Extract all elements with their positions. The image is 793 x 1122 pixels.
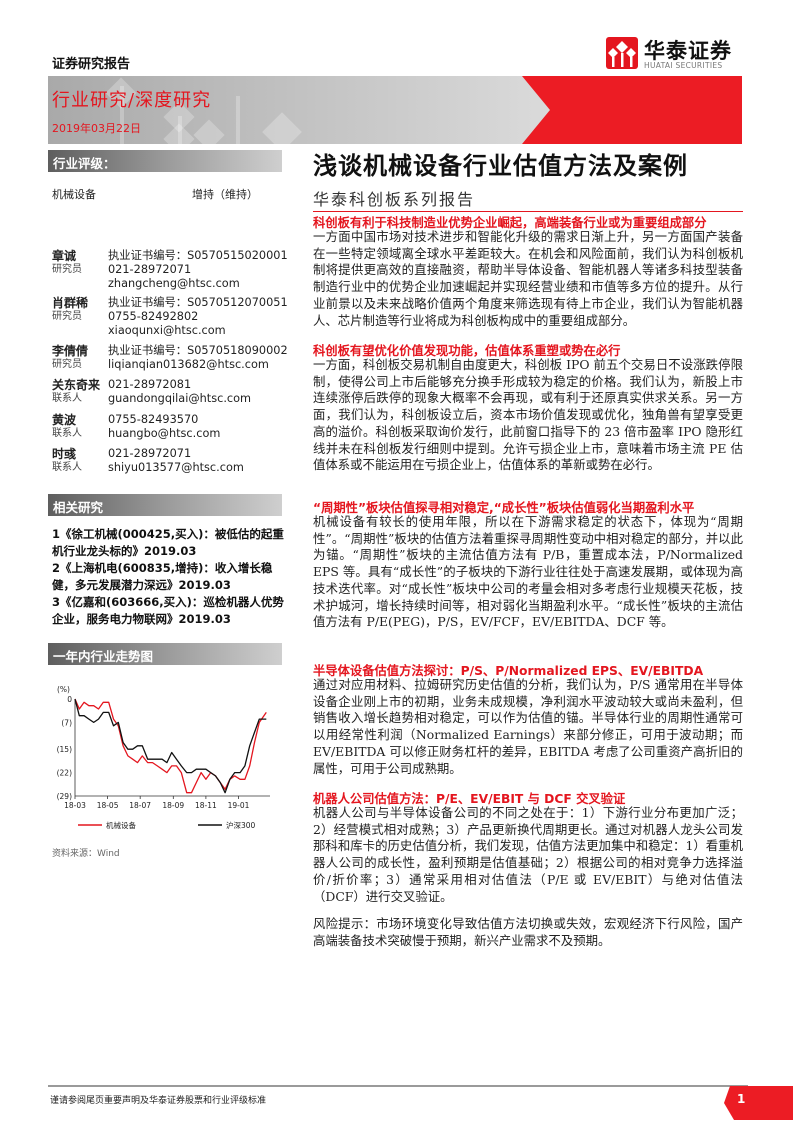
huatai-logo: 华泰证券 HUATAI SECURITIES <box>606 37 746 73</box>
analyst-license: 执业证书编号：S0570518090002 <box>108 344 288 357</box>
y-tick-label: (22) <box>57 769 72 778</box>
contact-phone: 0755-82493570 <box>108 413 199 426</box>
title-rule <box>313 211 743 212</box>
section-heading: 科创板有望优化价值发现功能，估值体系重塑或势在必行 <box>313 344 621 358</box>
rating-row: 机械设备 增持（维持） <box>52 186 280 202</box>
logo-mark-icon <box>606 37 638 69</box>
contact-card: 黄波 联系人 0755-82493570 huangbo@htsc.com <box>52 413 292 443</box>
section-body: 一方面中国市场对技术进步和智能化升级的需求日渐上升，另一方面国产装备在一些特定领… <box>313 229 743 328</box>
section-heading: “周期性”板块估值探寻相对稳定,“成长性”板块估值弱化当期盈利水平 <box>313 501 695 515</box>
contact-name: 时彧 <box>52 447 77 461</box>
y-tick-label: (7) <box>61 718 72 727</box>
contact-role: 联系人 <box>52 393 82 404</box>
industry-trend-chart: (%)0 (7) (15) (22) (29)18-03 18-05 18-07 18-09 1… <box>57 685 270 830</box>
analyst-role: 研究员 <box>52 359 82 370</box>
section-heading: 机器人公司估值方法：P/E、EV/EBIT 与 DCF 交叉验证 <box>313 792 626 806</box>
y-axis-unit: (%) <box>57 685 70 694</box>
analyst-card: 章诚 研究员 执业证书编号：S0570515020001 021-28972071… <box>52 249 292 293</box>
industry-name: 机械设备 <box>52 188 96 201</box>
footer-disclaimer[interactable]: 谨请参阅尾页重要声明及华泰证券股票和行业评级标准 <box>50 1096 267 1106</box>
analyst-name: 章诚 <box>52 249 77 263</box>
logo-text-cn: 华泰证券 <box>644 39 732 63</box>
x-tick-label: 18-05 <box>97 801 119 810</box>
y-tick-label: 0 <box>67 695 72 704</box>
report-date: 2019年03月22日 <box>52 122 141 135</box>
related-research-item[interactable]: 2《上海机电(600835,增持)：收入增长稳健，多元发展潜力深远》2019.0… <box>52 561 273 592</box>
report-subtitle: 华泰科创板系列报告 <box>313 190 476 209</box>
section-body: 通过对应用材料、拉姆研究历史估值的分析，我们认为，P/S 通常用在半导体设备企业… <box>313 677 743 776</box>
contact-card: 时彧 联系人 021-28972071 shiyu013577@htsc.com <box>52 447 292 477</box>
banner-red-arrow <box>522 76 742 144</box>
report-title: 浅谈机械设备行业估值方法及案例 <box>313 151 688 180</box>
section-body: 机器人公司与半导体设备公司的不同之处在于：1）下游行业分布更加广泛；2）经营模式… <box>313 805 743 904</box>
x-tick-label: 18-03 <box>64 801 86 810</box>
analyst-license: 执业证书编号：S0570515020001 <box>108 249 288 262</box>
contact-email[interactable]: huangbo@htsc.com <box>108 427 221 440</box>
industry-rating: 增持（维持） <box>192 188 258 201</box>
analyst-role: 研究员 <box>52 264 82 275</box>
contact-role: 联系人 <box>52 428 82 439</box>
analyst-card: 肖群稀 研究员 执业证书编号：S0570512070051 0755-824928… <box>52 296 292 340</box>
report-category: 行业研究/深度研究 <box>52 90 212 111</box>
x-tick-label: 18-09 <box>162 801 184 810</box>
x-tick-label: 19-01 <box>228 801 250 810</box>
x-tick-label: 18-07 <box>129 801 151 810</box>
risk-warning: 风险提示：市场环境变化导致估值方法切换或失效，宏观经济下行风险，国产高端装备技术… <box>313 916 743 948</box>
legend-label: 沪深300 <box>226 820 256 830</box>
analyst-email[interactable]: liqianqian013682@htsc.com <box>108 358 269 371</box>
series-line-machinery <box>74 698 267 794</box>
y-tick-label: (29) <box>57 792 72 801</box>
rating-section-header: 行业评级： <box>48 150 282 172</box>
contact-email[interactable]: shiyu013577@htsc.com <box>108 461 244 474</box>
series-line-hs300 <box>74 698 267 794</box>
related-research-list: 1《徐工机械(000425,买入)：被低估的起重机行业龙头标的》2019.03 … <box>52 526 284 628</box>
analyst-name: 肖群稀 <box>52 296 89 310</box>
related-research-item[interactable]: 1《徐工机械(000425,买入)：被低估的起重机行业龙头标的》2019.03 <box>52 527 284 558</box>
section-heading: 半导体设备估值方法探讨：P/S、P/Normalized EPS、EV/EBIT… <box>313 664 704 678</box>
contact-name: 关东奇来 <box>52 378 101 392</box>
x-tick-label: 18-11 <box>195 801 217 810</box>
y-tick-label: (15) <box>57 745 72 754</box>
analyst-role: 研究员 <box>52 311 82 322</box>
contact-email[interactable]: guandongqilai@htsc.com <box>108 392 252 405</box>
page-number: 1 <box>724 1086 793 1120</box>
related-research-item[interactable]: 3《亿嘉和(603666,买入)：巡检机器人优势企业，服务电力物联网》2019.… <box>52 595 284 626</box>
section-body: 机械设备有较长的使用年限，所以在下游需求稳定的状态下，体现为“周期性”。“周期性… <box>313 514 743 630</box>
contact-phone: 021-28972071 <box>108 447 192 460</box>
contact-name: 黄波 <box>52 413 77 427</box>
analyst-email[interactable]: xiaoqunxi@htsc.com <box>108 324 226 337</box>
logo-text-en: HUATAI SECURITIES <box>644 61 723 70</box>
related-research-header: 相关研究 <box>48 494 282 516</box>
contact-role: 联系人 <box>52 462 82 473</box>
analyst-phone: 021-28972071 <box>108 263 192 276</box>
contact-card: 关东奇来 联系人 021-28972081 guandongqilai@htsc.… <box>52 378 292 408</box>
report-type: 证券研究报告 <box>52 57 131 72</box>
section-heading: 科创板有利于科技制造业优势企业崛起，高端装备行业或为重要组成部分 <box>313 216 707 230</box>
contact-phone: 021-28972081 <box>108 378 192 391</box>
analyst-card: 李倩倩 研究员 执业证书编号：S0570518090002 liqianqian0… <box>52 344 292 374</box>
trend-chart-header: 一年内行业走势图 <box>48 643 282 665</box>
analyst-phone: 0755-82492802 <box>108 310 199 323</box>
header-banner <box>48 76 742 144</box>
section-body: 一方面，科创板交易机制自由度更大，科创板 IPO 前五个交易日不设涨跌停限制，使… <box>313 357 743 473</box>
analyst-email[interactable]: zhangcheng@htsc.com <box>108 277 240 290</box>
footer-divider <box>48 1085 748 1087</box>
chart-source: 资料来源：Wind <box>52 849 120 859</box>
analyst-name: 李倩倩 <box>52 344 89 358</box>
legend-label: 机械设备 <box>106 820 136 830</box>
analyst-license: 执业证书编号：S0570512070051 <box>108 296 288 309</box>
